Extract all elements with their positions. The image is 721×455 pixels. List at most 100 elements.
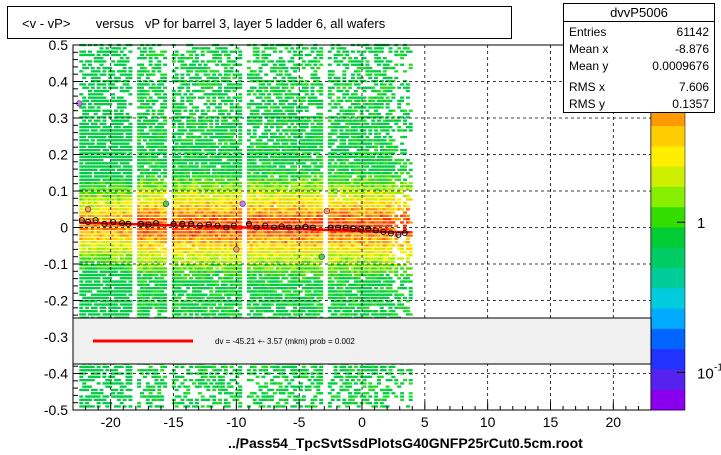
heat-cell xyxy=(85,100,89,102)
heat-cell xyxy=(117,54,121,56)
heat-cell xyxy=(224,93,228,95)
heat-cell xyxy=(209,277,213,279)
heat-cell xyxy=(264,126,268,128)
heat-cell xyxy=(128,310,132,312)
heat-cell xyxy=(183,290,187,292)
heat-cell xyxy=(238,386,242,388)
heat-cell xyxy=(149,57,153,59)
heat-cell xyxy=(198,290,202,292)
heat-cell xyxy=(233,77,237,79)
heat-cell xyxy=(152,113,156,115)
heat-cell xyxy=(163,156,167,158)
heat-cell xyxy=(137,139,141,141)
heat-cell xyxy=(85,113,89,115)
heat-cell xyxy=(238,389,242,391)
heat-cell xyxy=(180,254,184,256)
heat-cell xyxy=(206,67,210,69)
heat-cell xyxy=(253,162,257,164)
heat-cell xyxy=(204,70,208,72)
heat-cell xyxy=(259,297,263,299)
heat-cell xyxy=(140,87,144,89)
heat-cell xyxy=(128,146,132,148)
heat-cell xyxy=(227,382,231,384)
heat-cell xyxy=(123,47,127,49)
heat-cell xyxy=(261,100,265,102)
heat-cell xyxy=(85,129,89,131)
heat-cell xyxy=(235,179,239,181)
heat-cell xyxy=(111,169,115,171)
heat-cell xyxy=(253,366,257,368)
heat-cell xyxy=(235,205,239,207)
heat-cell xyxy=(91,261,95,263)
heat-cell xyxy=(195,313,199,315)
heat-cell xyxy=(247,369,251,371)
heat-cell xyxy=(186,83,190,85)
heat-cell xyxy=(128,205,132,207)
heat-cell xyxy=(120,51,124,53)
heat-cell xyxy=(238,169,242,171)
heat-cell xyxy=(82,248,86,250)
heat-cell xyxy=(238,172,242,174)
heat-cell xyxy=(238,64,242,66)
heat-cell xyxy=(195,185,199,187)
heat-cell xyxy=(189,57,193,59)
heat-cell xyxy=(238,77,242,79)
heat-cell xyxy=(192,248,196,250)
heat-cell xyxy=(178,386,182,388)
heat-cell xyxy=(256,172,260,174)
heat-cell xyxy=(201,405,205,407)
heat-cell xyxy=(137,120,141,122)
heat-cell xyxy=(180,87,184,89)
heat-cell xyxy=(256,126,260,128)
heat-cell xyxy=(108,77,112,79)
heat-cell xyxy=(163,234,167,236)
heat-cell xyxy=(247,129,251,131)
heat-cell xyxy=(149,106,153,108)
heat-cell xyxy=(126,313,130,315)
heat-cell xyxy=(128,165,132,167)
heat-cell xyxy=(97,366,101,368)
heat-cell xyxy=(238,129,242,131)
heat-cell xyxy=(105,395,109,397)
heat-cell xyxy=(149,392,153,394)
heat-cell xyxy=(264,74,268,76)
heat-cell xyxy=(91,106,95,108)
heat-cell xyxy=(126,83,130,85)
heat-cell xyxy=(235,382,239,384)
heat-cell xyxy=(250,395,254,397)
heat-cell xyxy=(163,254,167,256)
heat-cell xyxy=(209,287,213,289)
heat-cell xyxy=(189,379,193,381)
heat-cell xyxy=(264,133,268,135)
heat-cell xyxy=(143,376,147,378)
heat-cell xyxy=(140,165,144,167)
heat-cell xyxy=(91,54,95,56)
heat-cell xyxy=(224,284,228,286)
heat-cell xyxy=(163,274,167,276)
heat-cell xyxy=(233,51,237,53)
heat-cell xyxy=(253,70,257,72)
heat-cell xyxy=(128,405,132,407)
heat-cell xyxy=(221,179,225,181)
heat-cell xyxy=(143,51,147,53)
heat-cell xyxy=(247,133,251,135)
heat-cell xyxy=(123,386,127,388)
heat-cell xyxy=(154,57,158,59)
heat-cell xyxy=(82,83,86,85)
heat-cell xyxy=(163,87,167,89)
heat-cell xyxy=(128,74,132,76)
heat-cell xyxy=(128,156,132,158)
heat-cell xyxy=(238,182,242,184)
heat-cell xyxy=(154,172,158,174)
heat-cell xyxy=(178,313,182,315)
heat-cell xyxy=(97,280,101,282)
heat-cell xyxy=(140,54,144,56)
heat-cell xyxy=(123,100,127,102)
heat-cell xyxy=(186,274,190,276)
heat-cell xyxy=(157,60,161,62)
heat-cell xyxy=(238,257,242,259)
heat-cell xyxy=(114,162,118,164)
heat-cell xyxy=(128,366,132,368)
heat-cell xyxy=(183,162,187,164)
heat-cell xyxy=(146,382,150,384)
